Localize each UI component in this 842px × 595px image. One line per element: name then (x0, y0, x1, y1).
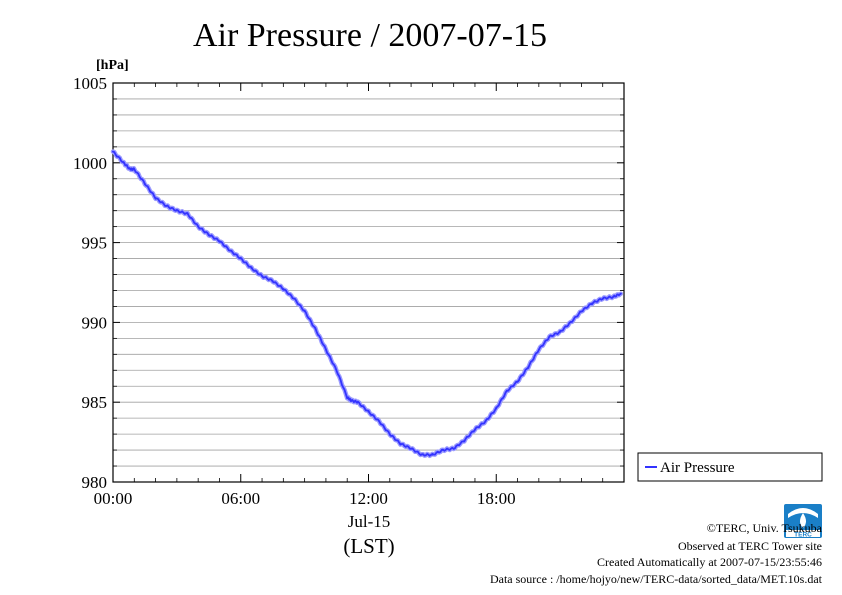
data-point (303, 310, 306, 313)
data-point (229, 249, 232, 252)
copyright-text: ©TERC, Univ. Tsukuba (707, 521, 823, 535)
logo-text: TERC (794, 532, 812, 539)
data-source-text: Data source : /home/hojyo/new/TERC-data/… (490, 572, 823, 586)
x-tick-label: 18:00 (477, 489, 516, 508)
axis-ticks: 980 985 990 995 1000 1005 00:00 06:00 12:00 18:00 (73, 74, 624, 508)
legend-label: Air Pressure (660, 460, 735, 476)
data-point (112, 150, 114, 153)
x-tick-label: 00:00 (94, 489, 133, 508)
data-point (325, 348, 327, 351)
data-point (197, 225, 200, 228)
data-point (335, 369, 338, 372)
y-tick-label: 990 (82, 313, 108, 332)
data-point (452, 447, 455, 450)
data-point (144, 182, 146, 185)
data-point (569, 321, 572, 324)
data-point (293, 297, 295, 300)
data-point (239, 257, 242, 260)
data-point (548, 335, 551, 338)
data-point (378, 420, 381, 423)
data-point (495, 407, 498, 410)
data-point (410, 447, 412, 450)
data-point (505, 390, 508, 392)
data-point (346, 396, 349, 399)
y-axis-unit: [hPa] (96, 58, 129, 73)
data-point (207, 233, 210, 236)
chart-title: Air Pressure / 2007-07-15 (193, 17, 547, 54)
x-date-label: Jul-15 (348, 512, 391, 531)
data-point (154, 197, 157, 199)
data-point (165, 204, 168, 207)
observed-text: Observed at TERC Tower site (678, 539, 822, 553)
data-point (580, 310, 583, 313)
data-point (282, 287, 285, 290)
data-point (516, 380, 519, 383)
data-point (559, 331, 562, 333)
data-point (218, 240, 221, 242)
x-tick-label: 12:00 (349, 489, 388, 508)
data-point (261, 275, 263, 278)
y-tick-label: 995 (82, 234, 108, 253)
data-point (442, 449, 444, 451)
data-point (122, 161, 125, 164)
data-point (350, 399, 353, 402)
data-point (431, 453, 434, 456)
data-point (175, 209, 178, 212)
y-tick-label: 980 (82, 473, 108, 492)
x-tick-label: 06:00 (221, 489, 260, 508)
data-point (527, 366, 530, 368)
data-point (537, 348, 540, 351)
data-point (356, 401, 359, 404)
data-point (474, 428, 476, 431)
data-point (133, 168, 136, 171)
grid-lines (113, 98, 624, 467)
data-point (484, 420, 487, 423)
terc-logo: TERC (784, 504, 822, 539)
plot-frame (112, 82, 625, 483)
data-point (601, 297, 604, 300)
y-tick-label: 1000 (73, 154, 107, 173)
y-tick-label: 1005 (73, 74, 107, 93)
series-layer (110, 149, 624, 459)
series-line (112, 150, 622, 457)
data-point (420, 453, 423, 456)
data-point (314, 327, 317, 330)
data-point (186, 212, 189, 215)
y-tick-label: 985 (82, 393, 108, 412)
created-text: Created Automatically at 2007-07-15/23:5… (597, 555, 822, 569)
x-axis-label: (LST) (343, 534, 394, 558)
data-point (129, 168, 131, 171)
data-point (619, 292, 622, 295)
data-point (367, 410, 370, 413)
data-point (250, 267, 253, 270)
data-point (388, 433, 391, 436)
data-point (399, 442, 402, 445)
data-point (463, 439, 466, 442)
data-point (591, 302, 593, 305)
legend-box: Air Pressure (637, 452, 823, 482)
data-point (271, 280, 274, 282)
data-point (612, 295, 615, 298)
